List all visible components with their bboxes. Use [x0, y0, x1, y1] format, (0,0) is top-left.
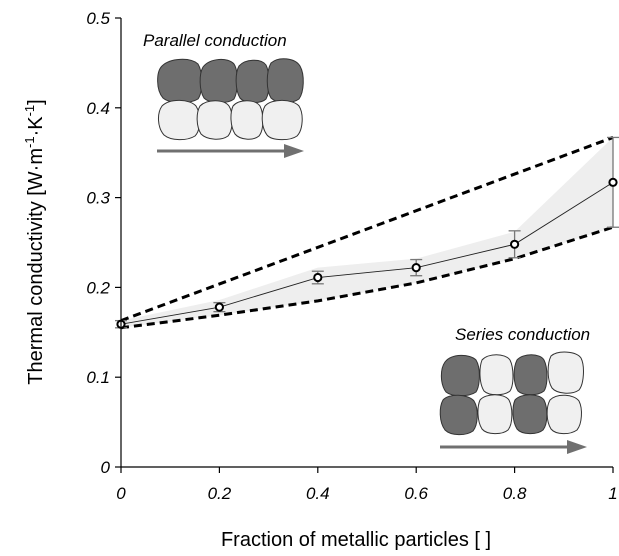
parallel-dark-particles	[157, 58, 304, 104]
dark-particle	[440, 354, 480, 397]
parallel-conduction-label: Parallel conduction	[143, 31, 287, 50]
parallel-bound-line	[120, 136, 614, 323]
y-tick-label: 0.3	[86, 189, 110, 208]
dark-particle	[157, 58, 203, 104]
dark-particle	[513, 354, 548, 396]
series-particles-top	[440, 351, 584, 397]
measured-series-line	[120, 181, 614, 325]
y-tick-label: 0.4	[86, 99, 110, 118]
y-axis-label-main: Thermal conductivity [W·m	[25, 148, 47, 385]
bound-lines-layer	[120, 136, 614, 330]
series-conduction-label: Series conduction	[455, 325, 590, 344]
data-point	[411, 263, 421, 273]
y-tick-label: 0.2	[86, 278, 110, 297]
dark-particle	[512, 394, 548, 435]
data-point	[509, 239, 520, 249]
x-tick-label: 0.4	[306, 484, 330, 503]
light-particle	[261, 99, 303, 141]
y-tick-label: 0	[101, 458, 111, 477]
x-tick-label: 0.8	[503, 484, 527, 503]
y-axis-label-mid: ·K	[25, 116, 47, 137]
y-axis-label-exp2: -1	[22, 105, 37, 117]
series-arrow-head	[567, 440, 587, 454]
x-tick-label: 0	[116, 484, 126, 503]
series-conduction-inset: Series conduction	[439, 325, 590, 454]
data-point	[214, 302, 224, 312]
parallel-arrow-head	[284, 144, 304, 158]
ticks-layer: 0 0.1 0.2 0.3 0.4 0.5 0 0.2 0.4 0.6 0.8 1	[86, 9, 617, 503]
dark-particle	[266, 58, 304, 104]
light-particle	[158, 99, 201, 141]
light-particle	[547, 351, 584, 394]
y-tick-label: 0.5	[86, 9, 110, 28]
series-bound-line	[120, 225, 614, 330]
light-particle	[196, 100, 233, 140]
x-tick-label: 0.2	[208, 484, 232, 503]
dark-particle	[235, 59, 270, 104]
parallel-conduction-inset: Parallel conduction	[143, 31, 304, 158]
measured-series-layer	[115, 136, 619, 329]
x-tick-label: 1	[608, 484, 617, 503]
data-point	[313, 272, 323, 283]
y-axis-label-exp1: -1	[22, 136, 37, 148]
parallel-light-particles	[158, 99, 303, 141]
light-particle	[230, 100, 264, 140]
light-particle	[477, 394, 513, 435]
y-axis-label: Thermal conductivity [W·m-1·K-1]	[22, 99, 47, 384]
dark-particle	[199, 59, 238, 104]
light-particle	[479, 354, 514, 396]
light-particle	[546, 394, 582, 435]
dark-particle	[439, 394, 478, 436]
x-axis-label: Fraction of metallic particles [ ]	[221, 529, 491, 551]
x-tick-label: 0.6	[404, 484, 428, 503]
series-particles-bottom	[439, 394, 582, 436]
y-axis-label-end: ]	[25, 99, 47, 105]
y-tick-label: 0.1	[86, 368, 110, 387]
data-point	[608, 177, 618, 187]
